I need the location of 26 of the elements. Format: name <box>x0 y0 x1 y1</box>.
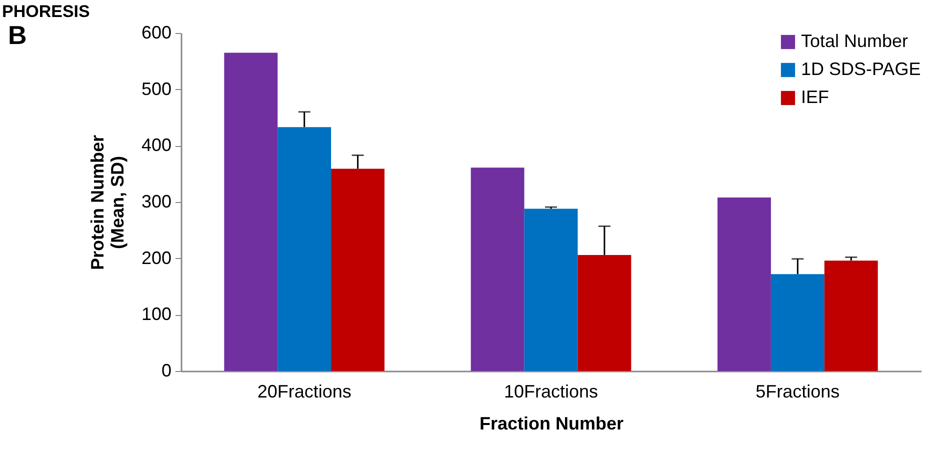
y-tick-label: 500 <box>141 78 172 99</box>
y-tick-label: 300 <box>141 192 172 212</box>
y-tick-label: 100 <box>141 304 172 324</box>
y-tick-label: 600 <box>141 22 172 42</box>
bar <box>770 274 824 371</box>
legend-label: 1D SDS-PAGE <box>801 59 921 79</box>
x-tick-label: 20Fractions <box>257 382 352 402</box>
legend-label: IEF <box>801 87 830 107</box>
x-tick-label: 5Fractions <box>756 382 840 402</box>
x-axis-title: Fraction Number <box>479 414 624 434</box>
y-tick-label: 0 <box>161 360 172 380</box>
text: PHORESIS <box>2 2 90 22</box>
bar <box>470 168 524 371</box>
bar <box>278 127 332 371</box>
bar <box>524 208 578 371</box>
bar <box>578 254 632 371</box>
bar <box>824 260 878 371</box>
y-tick-label: 400 <box>141 135 172 156</box>
bar <box>331 168 384 371</box>
chart-title: B <box>8 20 27 51</box>
bar <box>718 197 771 371</box>
x-tick-label: 10Fractions <box>504 382 598 402</box>
legend-label: Total Number <box>801 31 908 51</box>
y-tick-label: 200 <box>141 248 172 268</box>
bar <box>224 52 278 371</box>
y-axis-title: Protein Number (Mean, SD) <box>87 134 128 270</box>
